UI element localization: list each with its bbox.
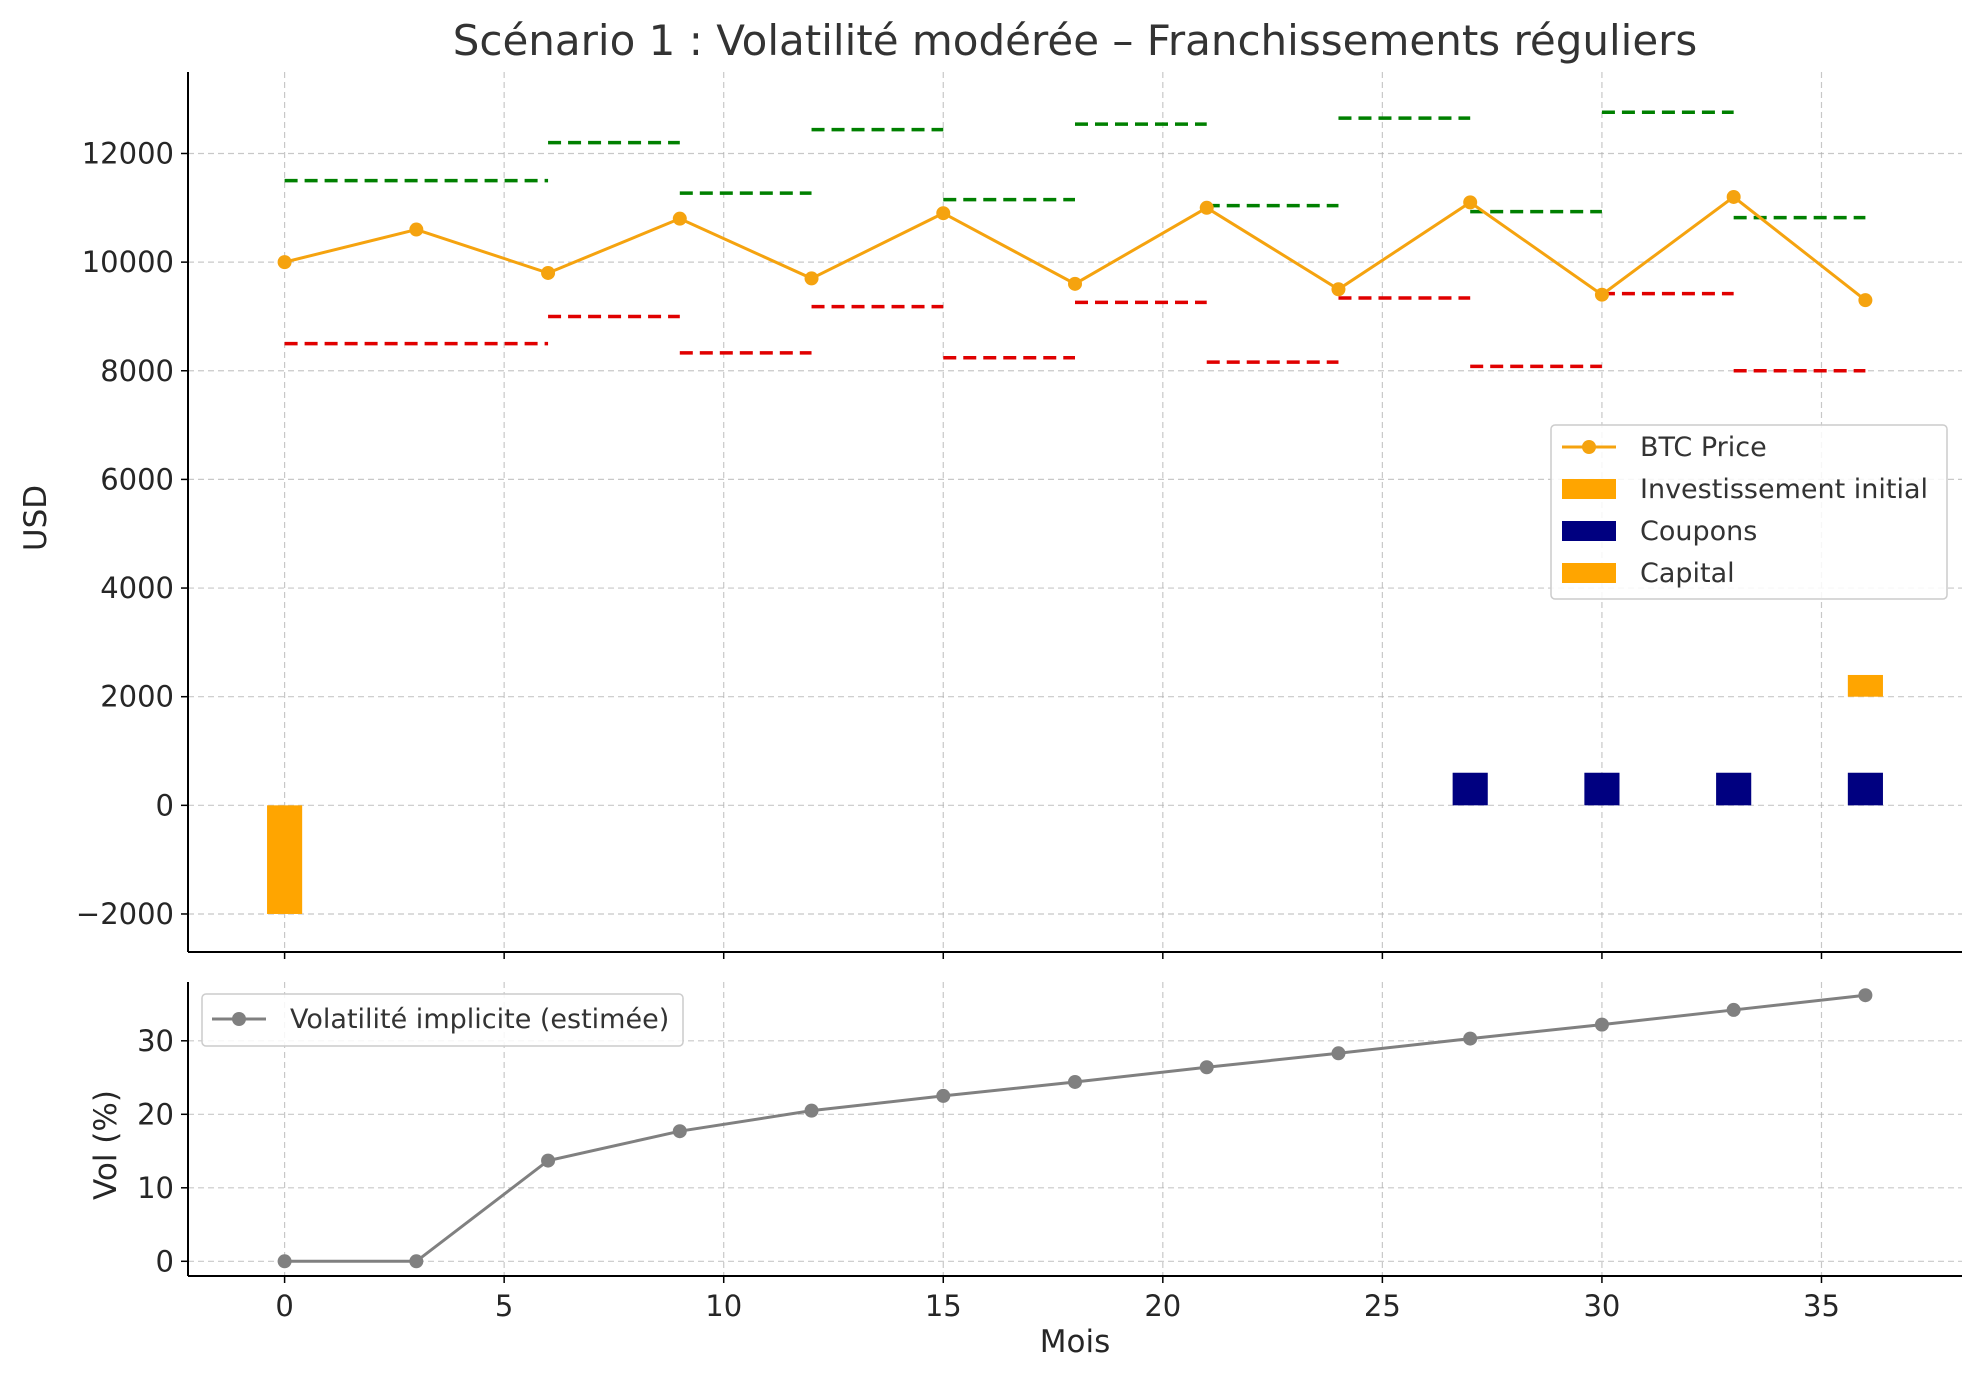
volatility-point	[409, 1254, 424, 1269]
volatility-point	[1199, 1060, 1214, 1075]
bar-investissement-initial	[267, 805, 303, 914]
top-y-axis-label: USD	[18, 485, 54, 551]
volatility-point	[1858, 988, 1873, 1003]
top-y-tick-label: 12000	[82, 136, 174, 170]
volatility-point	[1331, 1046, 1346, 1061]
barrier-lines	[284, 110, 1866, 373]
bottom-x-tick-label: 30	[1583, 1289, 1620, 1323]
legend-btc-price-label: BTC Price	[1640, 432, 1767, 463]
top-legend-frame	[1550, 424, 1948, 600]
top-y-tick-label: 2000	[100, 680, 174, 714]
bottom-legend-frame	[201, 993, 684, 1047]
btc-price-point	[1331, 282, 1346, 297]
bottom-y-axis-label: Vol (%)	[88, 1090, 124, 1200]
btc-price-point	[1199, 200, 1214, 215]
top-y-tick-label: 10000	[82, 245, 174, 279]
bottom-x-tick-label: 25	[1364, 1289, 1401, 1323]
btc-price-point	[409, 222, 424, 237]
volatility-point	[541, 1153, 556, 1168]
axes	[187, 72, 1962, 1277]
btc-price-point	[936, 206, 951, 221]
legend-coupons-label: Coupons	[1640, 516, 1757, 547]
btc-price-series	[277, 189, 1873, 308]
legend-btc-price-marker	[1582, 440, 1596, 454]
btc-price-point	[1858, 293, 1873, 308]
bottom-x-tick-label: 0	[275, 1289, 293, 1323]
btc-price-point	[1463, 195, 1478, 210]
bottom-y-tick-label: 10	[137, 1171, 174, 1205]
top-y-tick-label: −2000	[76, 897, 174, 931]
volatility-point	[1463, 1031, 1478, 1046]
legend-volatility-label: Volatilité implicite (estimée)	[290, 1004, 669, 1035]
volatility-point	[1068, 1074, 1082, 1089]
chart-title: Scénario 1 : Volatilité modérée – Franch…	[453, 16, 1698, 65]
legend-volatility-marker	[232, 1012, 246, 1026]
btc-price-point	[672, 211, 687, 226]
bottom-x-tick-label: 10	[705, 1289, 742, 1323]
bar-coupons	[1716, 772, 1752, 806]
legend-capital-label: Capital	[1640, 558, 1735, 589]
x-axis-label: Mois	[1040, 1324, 1110, 1360]
btc-price-point	[1726, 189, 1741, 204]
btc-price-point	[804, 271, 819, 286]
legend-investissement-label: Investissement initial	[1640, 474, 1928, 505]
volatility-point	[1594, 1017, 1609, 1032]
bottom-x-tick-label: 15	[925, 1289, 962, 1323]
bar-coupons	[1452, 772, 1488, 806]
volatility-point	[936, 1088, 951, 1103]
top-y-tick-label: 0	[156, 788, 174, 822]
bottom-y-tick-label: 30	[137, 1024, 174, 1058]
btc-price-point	[277, 255, 292, 270]
bottom-x-tick-label: 20	[1144, 1289, 1181, 1323]
bar-capital	[1847, 674, 1883, 697]
tick-labels: −2000 0 2000 4000 6000 8000 10000 12000 0 10 20 30 0…	[76, 136, 1840, 1323]
top-y-tick-label: 4000	[100, 571, 174, 605]
legend-coupons-swatch	[1562, 521, 1616, 541]
btc-price-point	[1068, 276, 1082, 291]
top-y-tick-label: 6000	[100, 462, 174, 496]
volatility-point	[277, 1254, 292, 1269]
volatility-series	[277, 988, 1873, 1269]
legend-capital-swatch	[1562, 563, 1616, 583]
bottom-x-tick-label: 5	[495, 1289, 513, 1323]
bottom-x-tick-label: 35	[1803, 1289, 1840, 1323]
bottom-y-tick-label: 20	[137, 1097, 174, 1131]
bottom-y-tick-label: 0	[156, 1244, 174, 1278]
bar-coupons	[1584, 772, 1620, 806]
volatility-point	[804, 1103, 819, 1118]
btc-price-point	[1594, 287, 1609, 302]
top-legend: BTC Price Investissement initial Coupons…	[1550, 424, 1948, 600]
volatility-point	[672, 1124, 687, 1139]
legend-investissement-swatch	[1562, 479, 1616, 499]
bottom-legend: Volatilité implicite (estimée)	[201, 993, 684, 1047]
top-y-tick-label: 8000	[100, 354, 174, 388]
btc-price-point	[541, 265, 556, 280]
volatility-point	[1726, 1002, 1741, 1017]
cashflow-bars	[267, 674, 1883, 914]
bar-coupons	[1847, 772, 1883, 806]
